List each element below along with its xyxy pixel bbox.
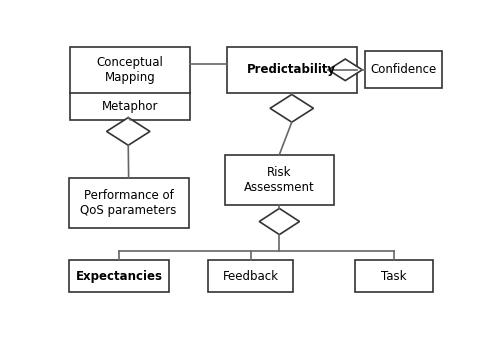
Text: Predictability: Predictability [247,63,336,76]
Text: Confidence: Confidence [370,63,437,76]
Polygon shape [107,118,150,145]
Bar [70,47,190,120]
Text: Expectancies: Expectancies [75,270,163,283]
Bar [365,51,442,88]
Polygon shape [259,209,299,235]
Polygon shape [328,59,362,80]
Text: Metaphor: Metaphor [102,100,159,113]
Text: Conceptual
Mapping: Conceptual Mapping [97,56,164,84]
Bar [227,47,357,93]
Bar [208,260,293,292]
Bar [68,260,169,292]
Text: Performance of
QoS parameters: Performance of QoS parameters [80,189,177,217]
Bar [355,260,433,292]
Text: Task: Task [381,270,407,283]
Text: Risk
Assessment: Risk Assessment [244,166,315,194]
Text: Feedback: Feedback [223,270,279,283]
Bar [68,178,189,228]
Bar [225,154,334,204]
Polygon shape [270,94,313,122]
